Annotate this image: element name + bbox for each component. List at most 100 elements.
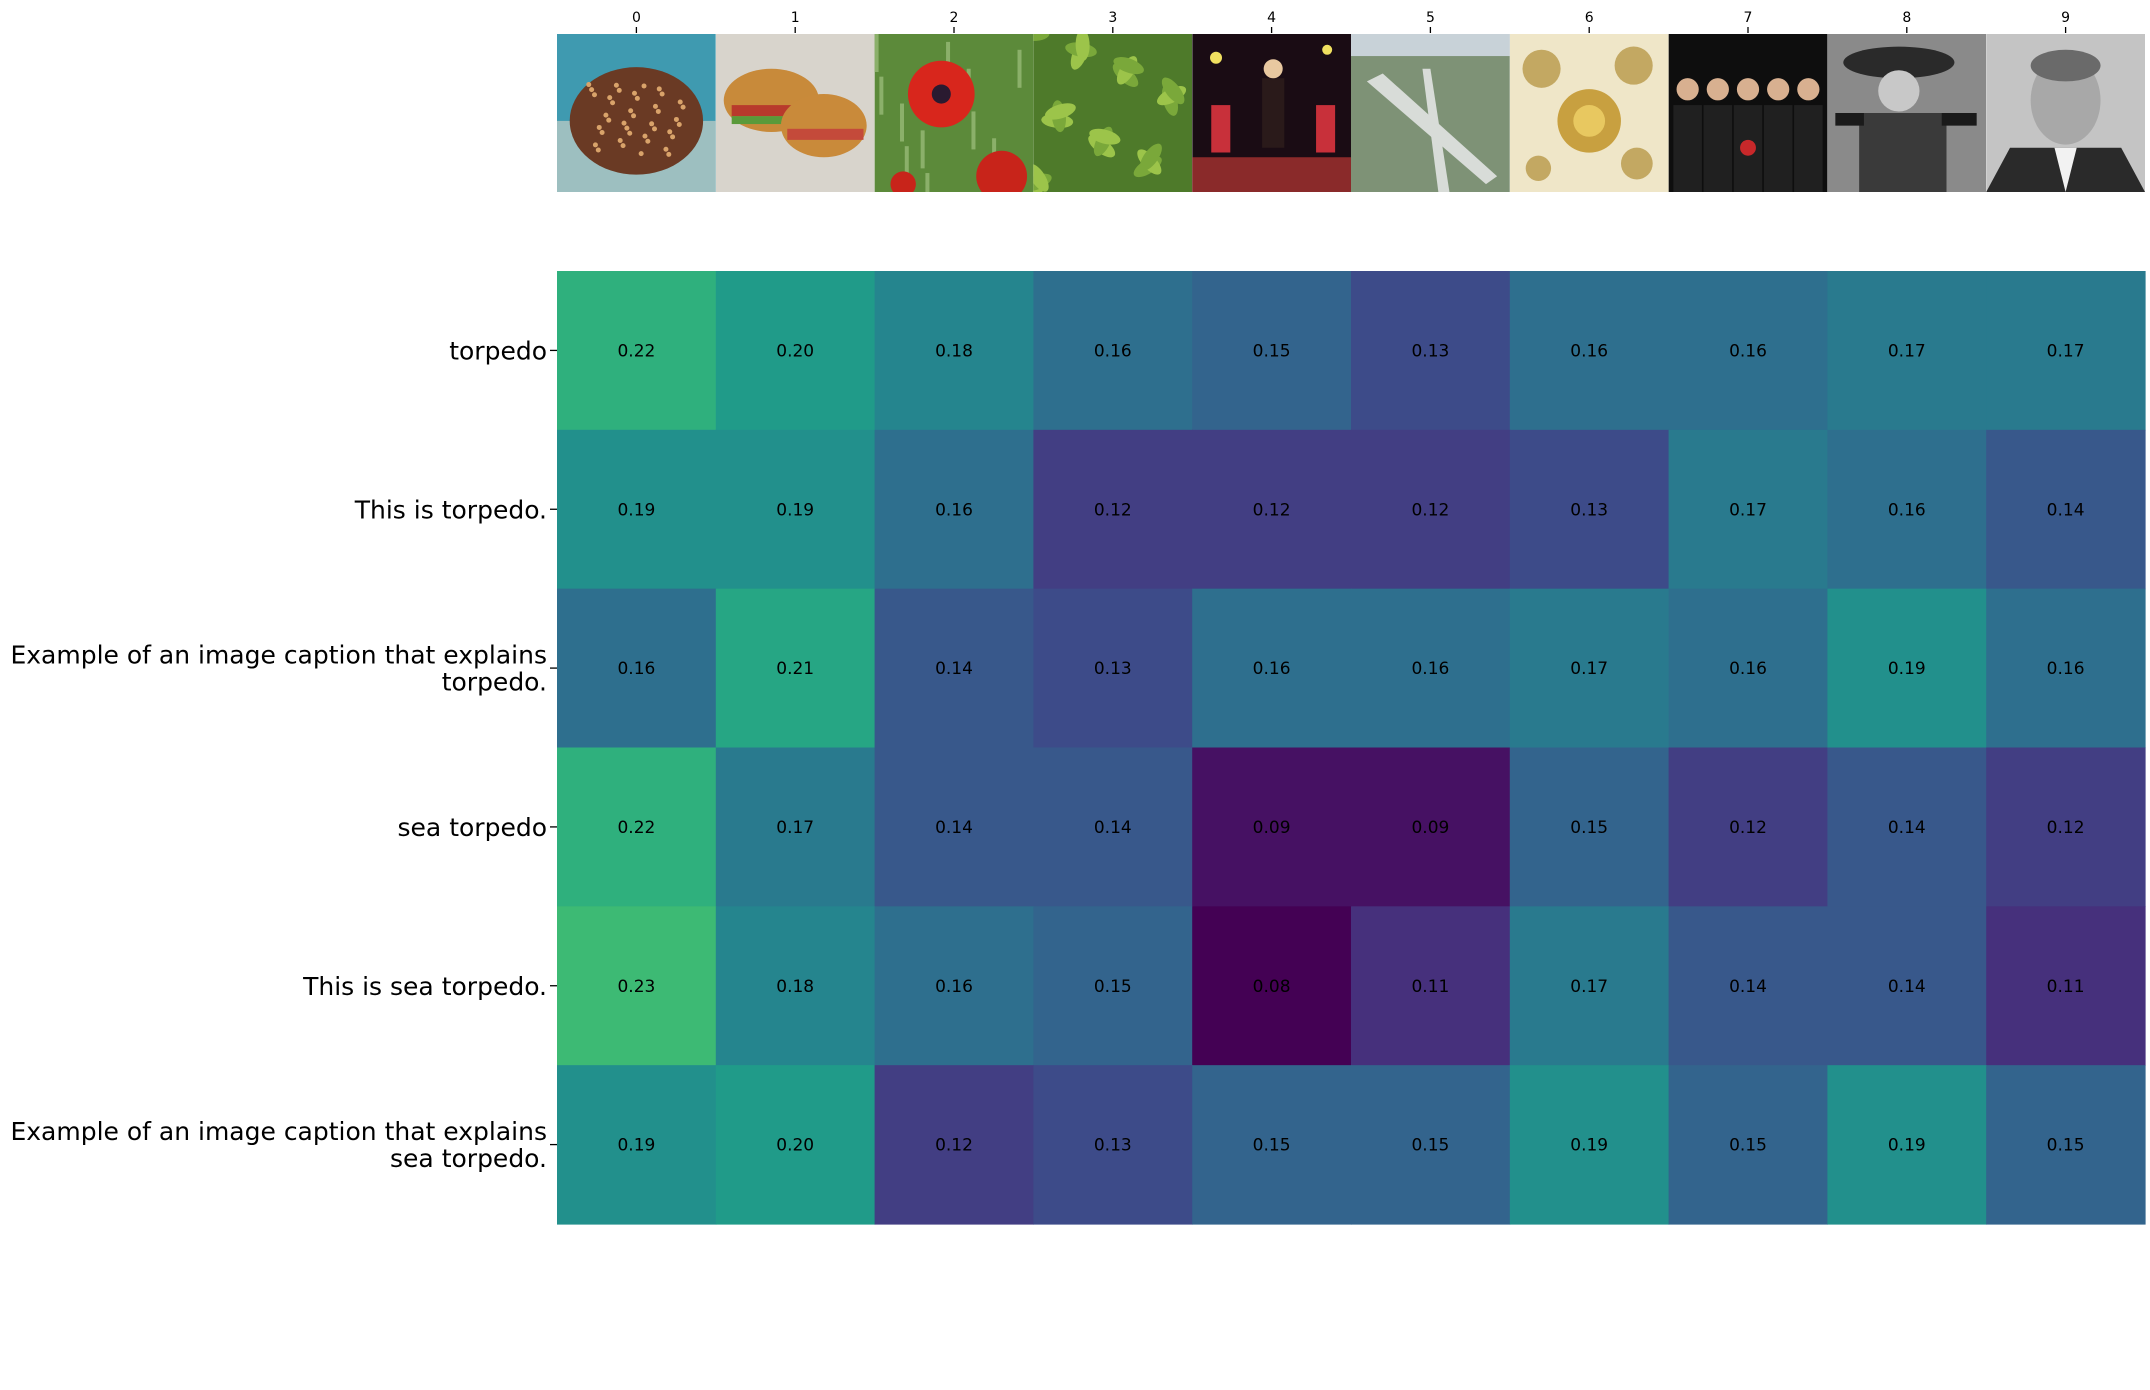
heatmap-cell bbox=[874, 429, 1034, 590]
heatmap-cell bbox=[1827, 588, 1987, 749]
cell-value-label: 0.15 bbox=[1253, 1136, 1291, 1156]
radiolarian-illustration bbox=[1509, 34, 1669, 192]
band-group-photo bbox=[1668, 34, 1828, 192]
cell-value-label: 0.17 bbox=[1729, 500, 1767, 520]
heatmap-cell bbox=[1986, 1065, 2146, 1225]
cell-value-label: 0.16 bbox=[1094, 341, 1132, 361]
cell-value-label: 0.20 bbox=[776, 1136, 814, 1156]
cell-value-label: 0.16 bbox=[1729, 341, 1767, 361]
heatmap-cell bbox=[715, 429, 876, 590]
cell-value-label: 0.13 bbox=[1411, 341, 1449, 361]
heatmap-cell bbox=[1351, 747, 1511, 907]
row-tick-labels: torpedo This is torpedo. Example of an ima… bbox=[10, 336, 557, 1173]
cell-value-label: 0.16 bbox=[1411, 659, 1449, 679]
row-tick-label: torpedo bbox=[449, 336, 547, 365]
cell-value-label: 0.17 bbox=[2047, 341, 2085, 361]
cell-value-label: 0.15 bbox=[1411, 1136, 1449, 1156]
man-portrait-photo bbox=[1986, 34, 2145, 192]
heatmap-cell-values: 0.22 0.20 0.18 0.16 0.15 0.13 0.16 0.16 0.17 0.17… bbox=[617, 341, 2084, 1155]
heatmap-cell bbox=[715, 588, 876, 749]
heatmap-cell bbox=[1668, 588, 1828, 749]
green-plant-photo bbox=[1033, 34, 1193, 192]
cell-value-label: 0.22 bbox=[617, 341, 655, 361]
heatmap-cell bbox=[1986, 588, 2146, 749]
heatmap-cell bbox=[1986, 747, 2146, 907]
cell-value-label: 0.19 bbox=[1888, 1136, 1926, 1156]
heatmap-cell bbox=[715, 747, 876, 907]
cell-value-label: 0.19 bbox=[1888, 659, 1926, 679]
heatmap-cell bbox=[1509, 429, 1670, 590]
heatmap-cell bbox=[1033, 588, 1193, 749]
heatmap-cell bbox=[557, 429, 717, 590]
row-tick-label: This is torpedo. bbox=[354, 495, 547, 524]
heatmap-cell bbox=[1351, 271, 1511, 431]
heatmap-cell bbox=[1351, 906, 1511, 1066]
cell-value-label: 0.15 bbox=[1570, 818, 1608, 838]
cell-value-label: 0.11 bbox=[2047, 977, 2085, 997]
heatmap-cell bbox=[1033, 1065, 1193, 1225]
cell-value-label: 0.14 bbox=[1729, 977, 1767, 997]
row-tick-label: This is sea torpedo. bbox=[302, 972, 547, 1001]
cell-value-label: 0.16 bbox=[935, 977, 973, 997]
heatmap-cell bbox=[1509, 906, 1670, 1066]
sandwich-photo bbox=[715, 34, 875, 192]
cell-value-label: 0.19 bbox=[617, 500, 655, 520]
cell-value-label: 0.14 bbox=[1888, 818, 1926, 838]
cell-value-label: 0.13 bbox=[1094, 1136, 1132, 1156]
column-tick-labels: 0 1 2 3 4 5 6 7 8 9 bbox=[632, 10, 2070, 33]
heatmap-cell bbox=[1509, 1065, 1670, 1225]
cell-value-label: 0.21 bbox=[776, 659, 814, 679]
heatmap-cell bbox=[874, 271, 1034, 431]
cell-value-label: 0.16 bbox=[1253, 659, 1291, 679]
cell-value-label: 0.14 bbox=[935, 659, 973, 679]
cell-value-label: 0.23 bbox=[617, 977, 655, 997]
heatmap-cell bbox=[874, 747, 1034, 907]
cell-value-label: 0.18 bbox=[776, 977, 814, 997]
cell-value-label: 0.12 bbox=[1729, 818, 1767, 838]
cell-value-label: 0.12 bbox=[1411, 500, 1449, 520]
cell-value-label: 0.08 bbox=[1253, 977, 1291, 997]
cell-value-label: 0.17 bbox=[776, 818, 814, 838]
column-tick-label: 4 bbox=[1267, 10, 1276, 26]
cell-value-label: 0.14 bbox=[935, 818, 973, 838]
heatmap-cell bbox=[715, 906, 876, 1066]
cell-value-label: 0.20 bbox=[776, 341, 814, 361]
heatmap-cell bbox=[557, 588, 717, 749]
heatmap-cell bbox=[874, 588, 1034, 749]
cell-value-label: 0.13 bbox=[1570, 500, 1608, 520]
heatmap-cell bbox=[1986, 429, 2146, 590]
heatmap-cell bbox=[1509, 271, 1670, 431]
heatmap-cell bbox=[1827, 429, 1987, 590]
heatmap-cell bbox=[1986, 906, 2146, 1066]
cell-value-label: 0.14 bbox=[1888, 977, 1926, 997]
heatmap-cell bbox=[1192, 588, 1352, 749]
heatmap-cell bbox=[1351, 429, 1511, 590]
cell-value-label: 0.16 bbox=[617, 659, 655, 679]
cell-value-label: 0.15 bbox=[1094, 977, 1132, 997]
cell-value-label: 0.15 bbox=[2047, 1136, 2085, 1156]
stingray-photo bbox=[557, 34, 716, 192]
cell-value-label: 0.12 bbox=[1253, 500, 1291, 520]
heatmap-cell bbox=[1509, 588, 1670, 749]
heatmap-cell bbox=[1192, 747, 1352, 907]
cell-value-label: 0.12 bbox=[1094, 500, 1132, 520]
heatmap-cell bbox=[1827, 271, 1987, 431]
cell-value-label: 0.15 bbox=[1253, 341, 1291, 361]
airport-aerial-photo bbox=[1351, 34, 1510, 192]
heatmap-cell bbox=[1033, 747, 1193, 907]
heatmap-cell bbox=[557, 747, 717, 907]
cell-value-label: 0.15 bbox=[1729, 1136, 1767, 1156]
heatmap-cell bbox=[1509, 747, 1670, 907]
heatmap-cell bbox=[1192, 429, 1352, 590]
heatmap-cells bbox=[557, 271, 2146, 1225]
heatmap-cell bbox=[1351, 1065, 1511, 1225]
heatmap-cell bbox=[1668, 271, 1828, 431]
heatmap-cell bbox=[1192, 271, 1352, 431]
row-tick-label: Example of an image caption that explain… bbox=[10, 1117, 547, 1173]
heatmap-cell bbox=[1033, 271, 1193, 431]
cowboy-gun-photo bbox=[1827, 34, 1987, 192]
cell-value-label: 0.19 bbox=[1570, 1136, 1608, 1156]
cell-value-label: 0.16 bbox=[2047, 659, 2085, 679]
cell-value-label: 0.19 bbox=[776, 500, 814, 520]
